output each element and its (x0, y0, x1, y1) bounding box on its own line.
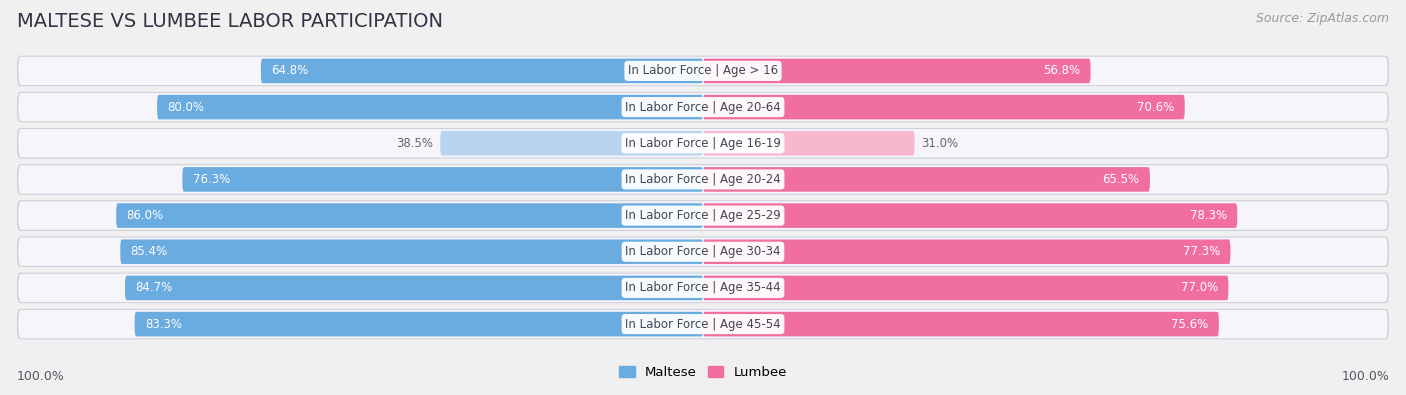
FancyBboxPatch shape (157, 95, 703, 119)
FancyBboxPatch shape (18, 310, 1388, 338)
FancyBboxPatch shape (703, 239, 1230, 264)
Text: In Labor Force | Age 16-19: In Labor Force | Age 16-19 (626, 137, 780, 150)
FancyBboxPatch shape (17, 165, 1389, 194)
FancyBboxPatch shape (18, 129, 1388, 157)
FancyBboxPatch shape (703, 276, 1229, 300)
FancyBboxPatch shape (18, 201, 1388, 229)
FancyBboxPatch shape (703, 167, 1150, 192)
FancyBboxPatch shape (262, 58, 703, 83)
Text: 83.3%: 83.3% (145, 318, 181, 331)
Text: In Labor Force | Age 20-64: In Labor Force | Age 20-64 (626, 101, 780, 114)
FancyBboxPatch shape (17, 92, 1389, 122)
Text: In Labor Force | Age 45-54: In Labor Force | Age 45-54 (626, 318, 780, 331)
FancyBboxPatch shape (18, 274, 1388, 302)
FancyBboxPatch shape (18, 166, 1388, 194)
Text: In Labor Force | Age > 16: In Labor Force | Age > 16 (628, 64, 778, 77)
Text: 100.0%: 100.0% (17, 370, 65, 383)
Text: 64.8%: 64.8% (271, 64, 308, 77)
Text: 78.3%: 78.3% (1189, 209, 1227, 222)
Text: 31.0%: 31.0% (921, 137, 959, 150)
Text: 100.0%: 100.0% (1341, 370, 1389, 383)
Text: 56.8%: 56.8% (1043, 64, 1080, 77)
FancyBboxPatch shape (17, 237, 1389, 267)
FancyBboxPatch shape (703, 95, 1185, 119)
FancyBboxPatch shape (17, 128, 1389, 158)
FancyBboxPatch shape (18, 238, 1388, 266)
Text: 85.4%: 85.4% (131, 245, 167, 258)
Text: In Labor Force | Age 20-24: In Labor Force | Age 20-24 (626, 173, 780, 186)
FancyBboxPatch shape (440, 131, 703, 156)
Text: 65.5%: 65.5% (1102, 173, 1140, 186)
Text: 77.3%: 77.3% (1182, 245, 1220, 258)
Text: In Labor Force | Age 35-44: In Labor Force | Age 35-44 (626, 281, 780, 294)
Text: 76.3%: 76.3% (193, 173, 229, 186)
FancyBboxPatch shape (125, 276, 703, 300)
FancyBboxPatch shape (703, 203, 1237, 228)
FancyBboxPatch shape (121, 239, 703, 264)
FancyBboxPatch shape (17, 56, 1389, 86)
Text: 75.6%: 75.6% (1171, 318, 1209, 331)
FancyBboxPatch shape (703, 58, 1091, 83)
Text: MALTESE VS LUMBEE LABOR PARTICIPATION: MALTESE VS LUMBEE LABOR PARTICIPATION (17, 12, 443, 31)
FancyBboxPatch shape (117, 203, 703, 228)
FancyBboxPatch shape (17, 201, 1389, 230)
Legend: Maltese, Lumbee: Maltese, Lumbee (613, 361, 793, 384)
FancyBboxPatch shape (17, 309, 1389, 339)
Text: 84.7%: 84.7% (135, 281, 173, 294)
Text: 77.0%: 77.0% (1181, 281, 1218, 294)
FancyBboxPatch shape (135, 312, 703, 337)
FancyBboxPatch shape (703, 131, 914, 156)
Text: In Labor Force | Age 25-29: In Labor Force | Age 25-29 (626, 209, 780, 222)
Text: 80.0%: 80.0% (167, 101, 204, 114)
FancyBboxPatch shape (18, 93, 1388, 121)
FancyBboxPatch shape (703, 312, 1219, 337)
Text: 38.5%: 38.5% (396, 137, 433, 150)
Text: 86.0%: 86.0% (127, 209, 163, 222)
FancyBboxPatch shape (18, 57, 1388, 85)
FancyBboxPatch shape (17, 273, 1389, 303)
Text: Source: ZipAtlas.com: Source: ZipAtlas.com (1256, 12, 1389, 25)
Text: In Labor Force | Age 30-34: In Labor Force | Age 30-34 (626, 245, 780, 258)
Text: 70.6%: 70.6% (1137, 101, 1174, 114)
FancyBboxPatch shape (183, 167, 703, 192)
